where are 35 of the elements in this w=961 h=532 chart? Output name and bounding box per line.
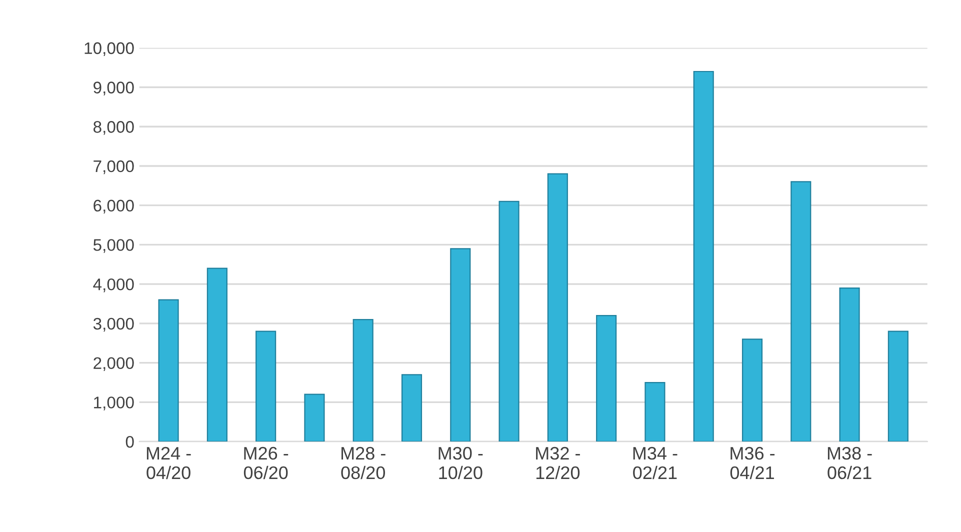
bar: [742, 338, 763, 442]
bar: [498, 200, 520, 442]
x-tick-label: M30 - 10/20: [438, 446, 483, 480]
x-tick-label: M32 - 12/20: [536, 446, 580, 480]
y-tick-label: 4,000: [93, 278, 134, 292]
y-tick-label: 3,000: [93, 318, 134, 332]
y-tick-label: 6,000: [94, 200, 134, 214]
bar: [206, 268, 228, 442]
y-tick-label: 10,000: [84, 42, 134, 56]
x-tick-label: M34 - 02/21: [633, 446, 678, 480]
bar: [158, 299, 179, 442]
y-tick-label: 9,000: [94, 82, 134, 96]
y-tick-label: 2,000: [94, 357, 134, 371]
y-tick-label: 1,000: [94, 396, 134, 410]
x-tick-label: M38 - 06/21: [828, 446, 872, 480]
bar: [596, 315, 617, 442]
x-tick-label: M24 - 04/20: [146, 446, 191, 480]
bar: [352, 318, 374, 442]
bar: [790, 181, 812, 442]
bar: [693, 70, 714, 442]
y-tick-label: 7,000: [94, 160, 134, 174]
bar: [644, 382, 666, 442]
bar: [450, 248, 471, 442]
x-tick-label: M36 - 04/21: [730, 446, 775, 480]
bar: [888, 330, 908, 442]
bar: [547, 173, 568, 442]
y-tick-label: 8,000: [94, 121, 134, 135]
y-tick-label: 0: [126, 436, 134, 448]
bar: [401, 374, 422, 442]
bar: [839, 287, 860, 442]
x-tick-label: M28 - 08/20: [341, 446, 386, 480]
bar: [256, 330, 276, 442]
y-tick-label: 5,000: [93, 239, 134, 253]
bar: [304, 394, 325, 442]
x-tick-label: M26 - 06/20: [244, 446, 288, 480]
